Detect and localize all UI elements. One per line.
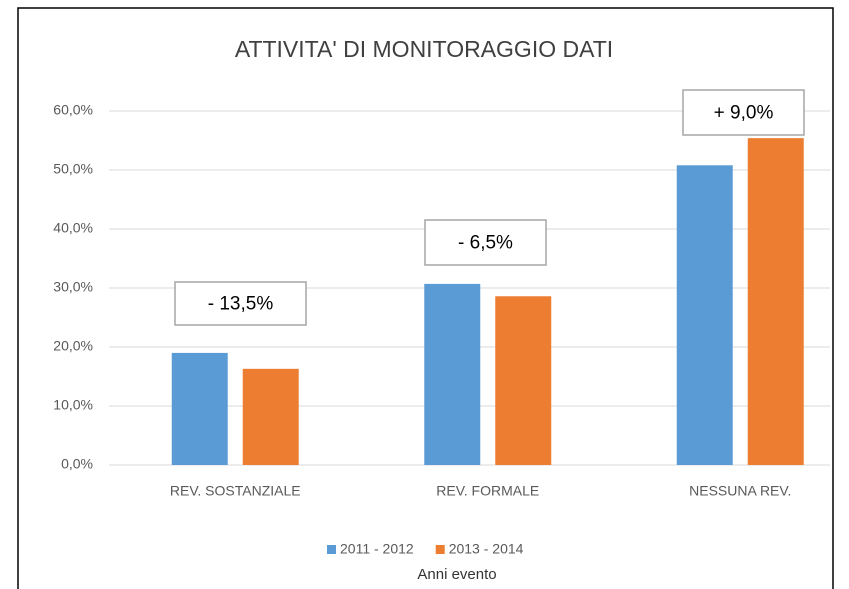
bar: [424, 283, 481, 465]
bar: [747, 138, 804, 465]
x-tick-label: REV. FORMALE: [436, 483, 539, 499]
y-tick-label: 0,0%: [61, 456, 93, 472]
legend-swatch: [327, 545, 336, 554]
bar: [171, 352, 228, 465]
legend-label: 2013 - 2014: [449, 541, 524, 557]
y-tick-label: 20,0%: [53, 338, 93, 354]
annotation-box: [682, 89, 805, 136]
annotation-box: [424, 219, 547, 266]
legend-swatch: [435, 545, 445, 554]
y-tick-label: 30,0%: [53, 279, 93, 295]
y-tick-label: 40,0%: [53, 220, 93, 236]
annotation-box: [174, 281, 307, 326]
x-tick-label: REV. SOSTANZIALE: [170, 483, 301, 499]
x-tick-label: NESSUNA REV.: [689, 483, 791, 499]
legend-label: 2011 - 2012: [340, 541, 414, 557]
bar: [495, 296, 552, 465]
bar: [242, 368, 299, 465]
annotation: - 6,5%: [458, 233, 513, 254]
y-tick-label: 10,0%: [53, 397, 93, 413]
y-tick-label: 50,0%: [53, 161, 93, 177]
annotation: + 9,0%: [714, 103, 774, 124]
chart-title: ATTIVITA' DI MONITORAGGIO DATI: [235, 36, 613, 62]
axis-label: Anni evento: [417, 566, 496, 583]
bar: [676, 165, 733, 465]
y-tick-label: 60,0%: [53, 102, 93, 118]
annotation: - 13,5%: [208, 294, 274, 315]
